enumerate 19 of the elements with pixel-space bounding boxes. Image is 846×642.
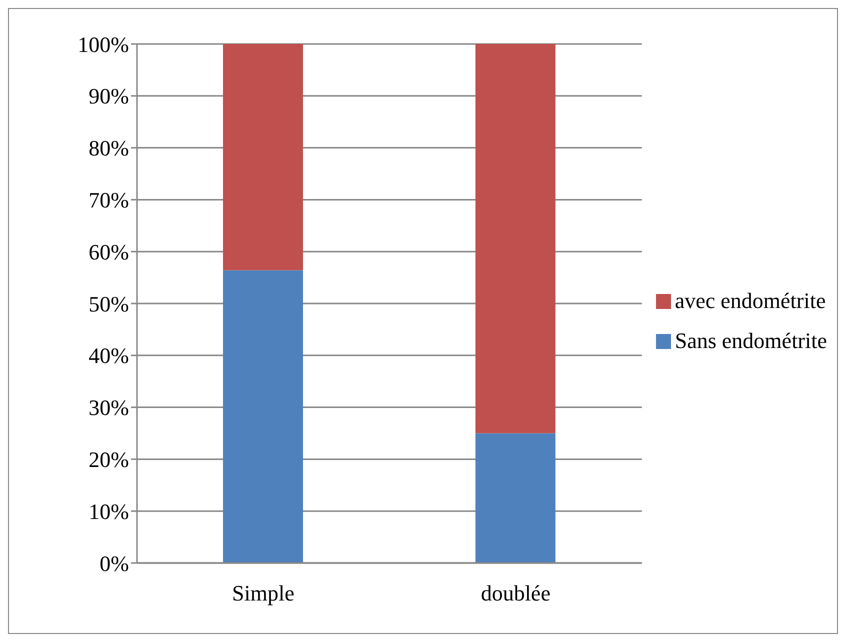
bar <box>475 44 556 434</box>
y-tick-label: 10% <box>88 498 129 524</box>
y-tick-label: 20% <box>88 447 129 472</box>
bar <box>223 270 303 563</box>
y-tick-label: 100% <box>78 32 129 57</box>
y-tick-label: 0% <box>100 550 129 576</box>
x-tick-label: doublée <box>480 580 550 606</box>
bar <box>223 44 303 270</box>
y-tick-label: 80% <box>88 136 129 161</box>
legend-label: avec endométrite <box>674 288 826 314</box>
y-tick-label: 50% <box>88 291 129 316</box>
x-tick-label: Simple <box>232 580 294 606</box>
y-tick-label: 40% <box>88 343 129 368</box>
legend-label: Sans endométrite <box>674 328 827 354</box>
bar <box>475 433 556 563</box>
y-tick-label: 30% <box>88 395 129 420</box>
y-tick-label: 90% <box>88 84 129 109</box>
y-tick-label: 60% <box>88 239 129 264</box>
y-tick-label: 70% <box>88 188 129 213</box>
